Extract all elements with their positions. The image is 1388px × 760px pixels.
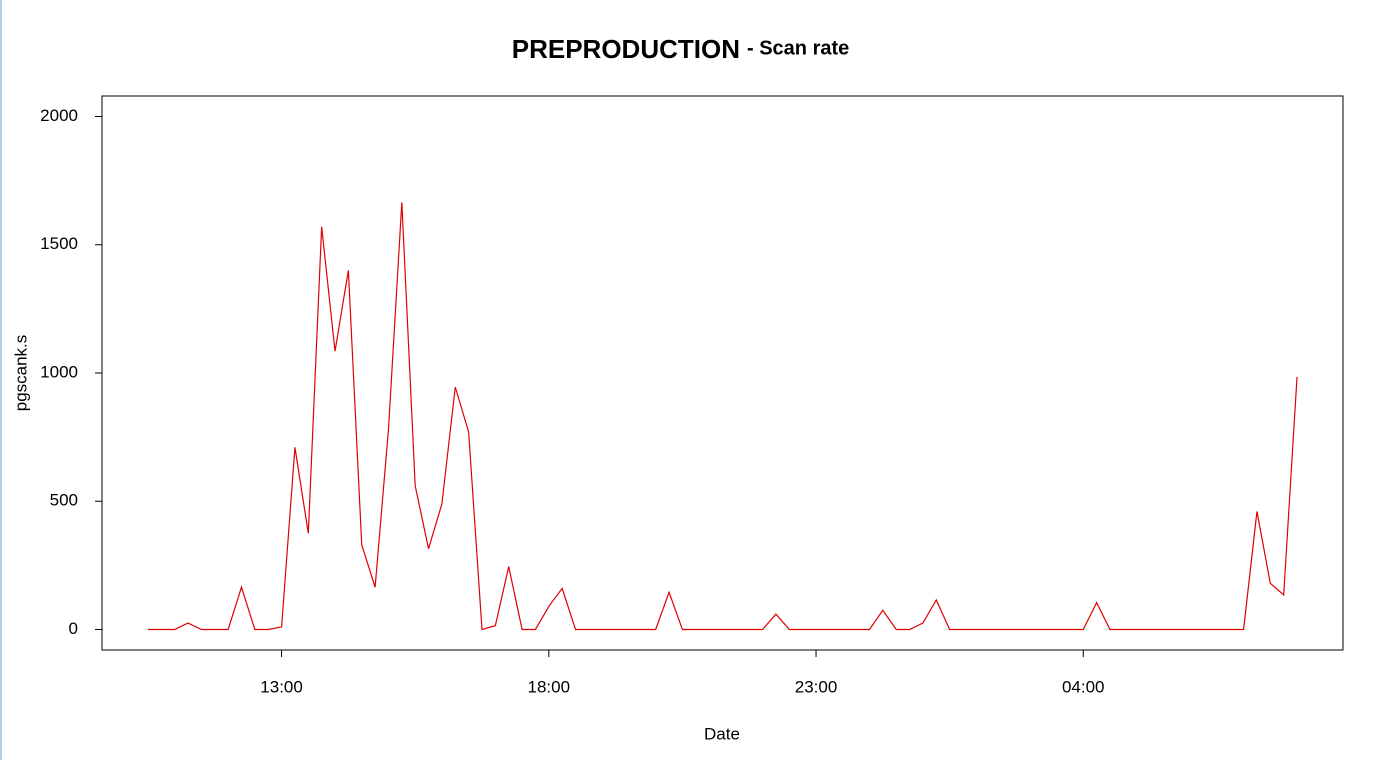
chart-subtitle: - Scan rate (747, 37, 849, 59)
chart-title: PREPRODUCTION (512, 34, 740, 64)
y-axis-label: pgscank.s (11, 335, 30, 412)
y-tick-label: 0 (69, 619, 78, 638)
y-tick-label: 1000 (40, 362, 78, 381)
data-line (147, 202, 1298, 631)
plot-frame (101, 95, 1344, 651)
x-tick-label: 18:00 (528, 677, 571, 696)
x-tick-label: 04:00 (1062, 677, 1105, 696)
y-tick-label: 500 (50, 491, 78, 510)
x-tick-label: 23:00 (795, 677, 838, 696)
y-tick-label: 1500 (40, 234, 78, 253)
x-axis-label: Date (704, 724, 740, 743)
y-tick-label: 2000 (40, 106, 78, 125)
x-tick-label: 13:00 (260, 677, 303, 696)
